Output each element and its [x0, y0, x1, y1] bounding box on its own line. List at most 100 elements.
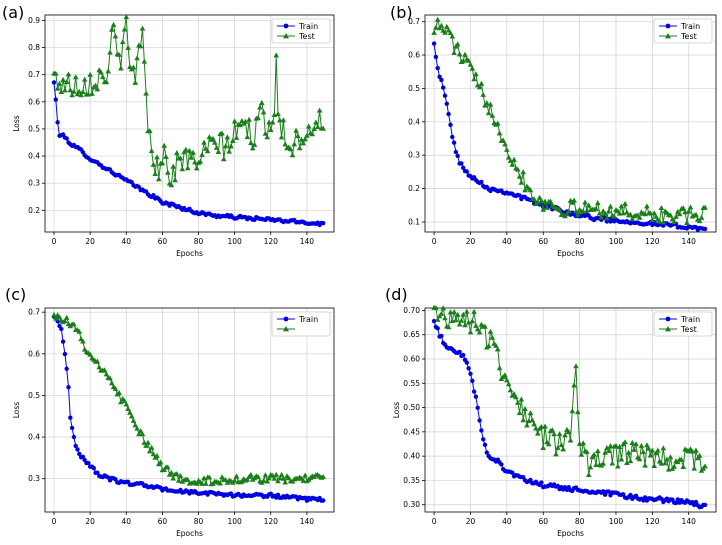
data-point [484, 450, 489, 455]
y-tick-label: 0.65 [403, 330, 420, 339]
data-point [156, 176, 162, 182]
data-point [125, 44, 131, 50]
data-point [168, 182, 175, 188]
data-point [300, 477, 307, 483]
data-point [134, 425, 140, 431]
data-point [53, 97, 58, 102]
data-point [575, 211, 581, 217]
data-point [607, 203, 614, 209]
data-point [125, 405, 131, 411]
data-point [605, 208, 612, 214]
data-point [540, 445, 546, 450]
data-point [461, 352, 466, 358]
data-point [296, 145, 303, 151]
data-point [678, 456, 685, 462]
data-point [186, 147, 193, 153]
data-point [462, 322, 468, 328]
data-point [107, 375, 113, 381]
data-point [431, 318, 437, 324]
data-point [658, 460, 665, 466]
data-point [533, 425, 539, 431]
data-point [266, 475, 272, 481]
data-point [459, 161, 464, 166]
data-point [136, 184, 142, 190]
axes-frame [424, 14, 717, 233]
legend-marker [665, 316, 671, 322]
data-point [702, 463, 708, 469]
data-point [184, 165, 191, 171]
x-tick-label: 20 [466, 237, 476, 246]
x-tick-label: 20 [85, 237, 95, 246]
data-point [75, 447, 80, 452]
data-point [580, 440, 586, 446]
data-point [631, 446, 637, 452]
panel-b: (b) 0 20 40 60 80 100 120 140 0.1 0.2 0.3 0.4 0.5 0.6 0… [390, 3, 717, 258]
data-point [199, 151, 205, 157]
data-point [65, 71, 72, 77]
data-point [282, 141, 288, 147]
data-point [662, 460, 668, 466]
data-point [593, 462, 599, 467]
data-point [479, 428, 484, 433]
data-point [147, 448, 153, 454]
data-point [64, 366, 69, 371]
data-point [96, 364, 102, 370]
data-point [477, 418, 482, 423]
y-tick-label: 0.45 [403, 427, 420, 436]
data-point [105, 68, 111, 74]
data-point [520, 417, 526, 423]
data-point [159, 160, 166, 166]
x-tick-label: 120 [264, 237, 279, 246]
y-tick-label: 0.4 [28, 152, 40, 161]
data-point [685, 208, 692, 214]
data-point [598, 214, 605, 220]
data-point [190, 149, 196, 155]
data-point [431, 29, 437, 35]
data-point [453, 317, 459, 323]
data-point [651, 210, 657, 216]
data-point [680, 464, 687, 469]
data-point [553, 451, 559, 457]
data-point [121, 26, 128, 32]
y-tick-label: 0.50 [403, 403, 420, 412]
legend-marker [283, 23, 289, 29]
data-point [107, 49, 113, 55]
x-tick-label: 20 [466, 517, 476, 526]
data-point [687, 204, 694, 210]
data-point [314, 124, 321, 129]
data-point [264, 478, 270, 484]
data-point [450, 134, 455, 140]
series-test [51, 14, 326, 188]
data-point [293, 127, 299, 133]
data-point [233, 473, 240, 479]
data-point [693, 447, 699, 453]
data-point [215, 148, 222, 154]
data-point [193, 480, 200, 486]
data-point [564, 211, 570, 217]
y-tick-label: 0.9 [28, 16, 40, 25]
data-point [585, 202, 592, 208]
data-point [58, 89, 65, 94]
data-point [595, 448, 601, 454]
data-point [278, 471, 285, 477]
data-point [524, 422, 530, 428]
data-point [627, 211, 634, 217]
data-point [602, 449, 608, 455]
data-point [188, 154, 195, 160]
data-point [81, 76, 88, 82]
data-point [484, 100, 490, 106]
data-point [112, 385, 119, 391]
data-point [206, 474, 213, 480]
data-point [624, 459, 630, 465]
data-point [613, 443, 619, 448]
data-point [63, 79, 70, 84]
y-tick-label: 0.2 [408, 184, 420, 193]
data-point [518, 396, 525, 402]
data-point [444, 101, 449, 107]
data-point [76, 88, 83, 94]
panel-letter: (a) [2, 3, 24, 22]
data-point [87, 71, 93, 77]
data-point [287, 146, 294, 152]
data-point [275, 111, 281, 117]
x-tick-label: 0 [52, 517, 57, 526]
